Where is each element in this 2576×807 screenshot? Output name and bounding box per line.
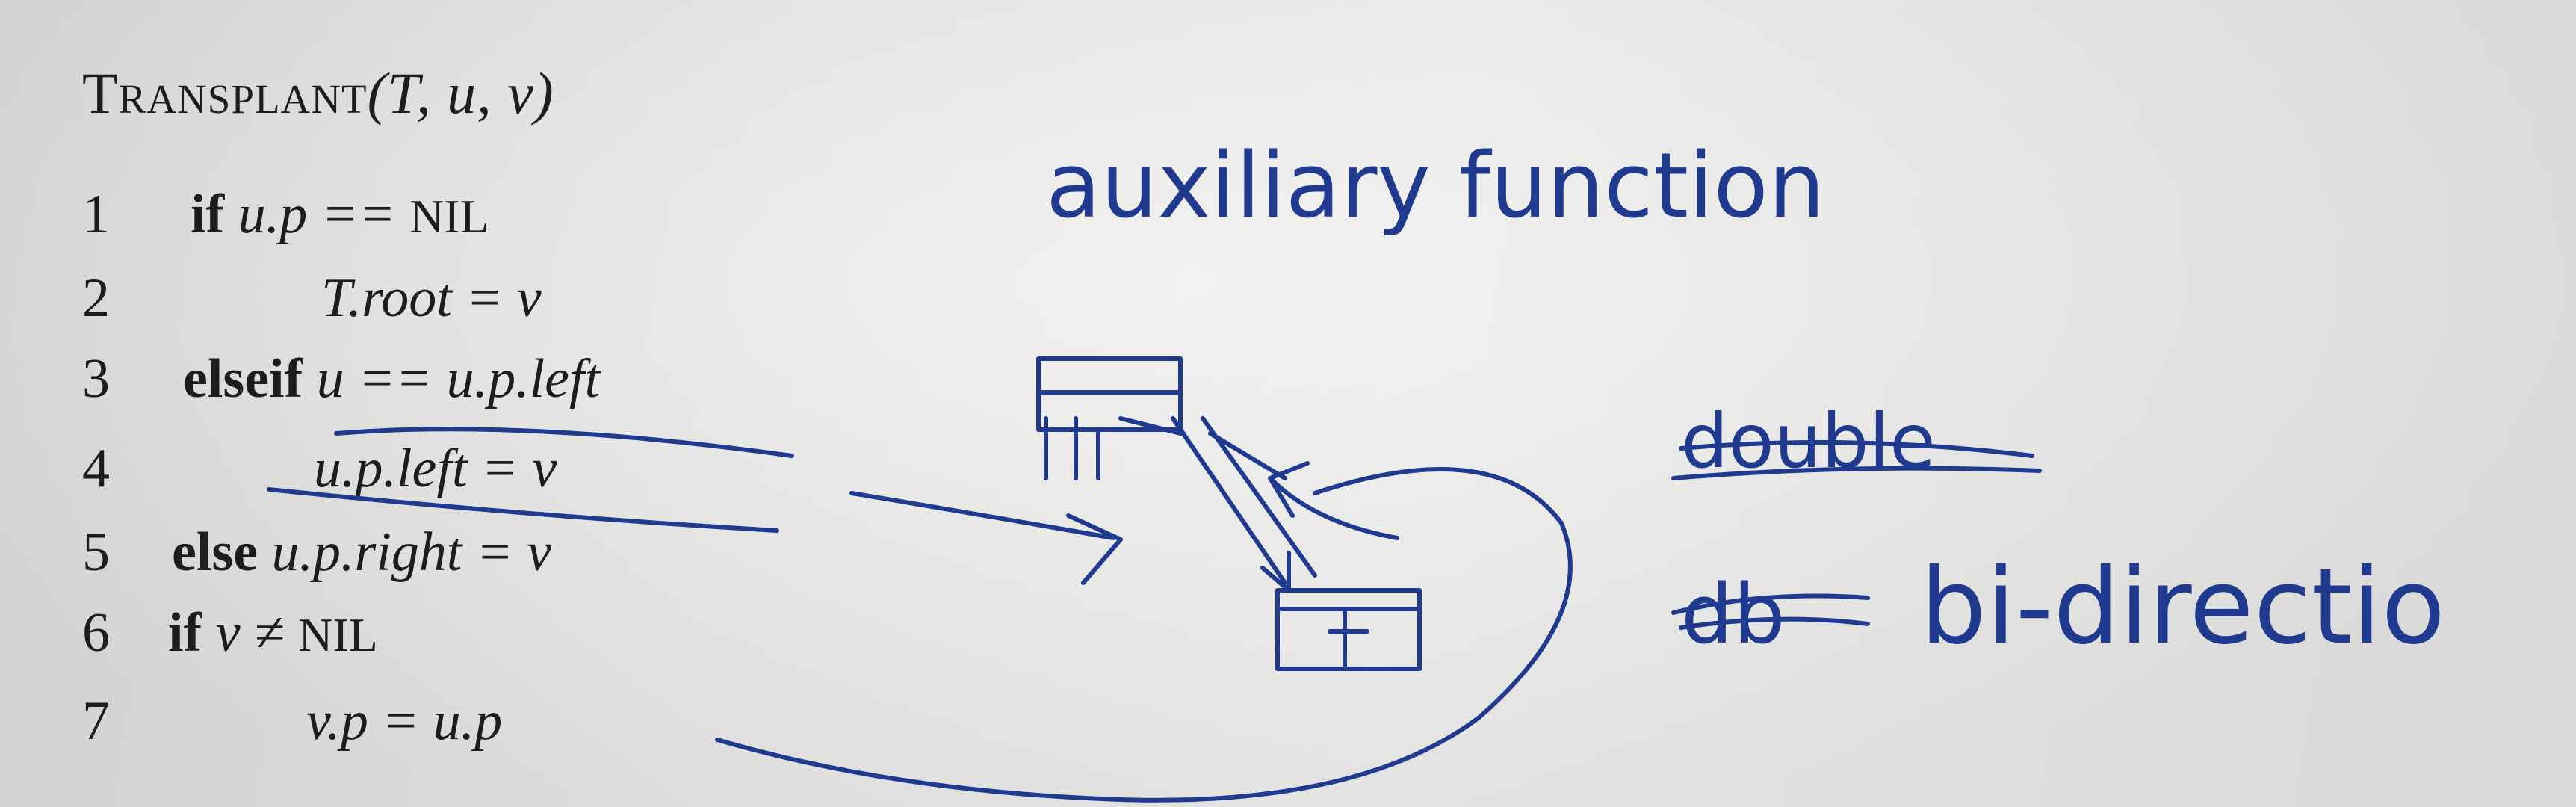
nil-constant: NIL	[298, 608, 378, 661]
underline-stroke	[334, 427, 794, 458]
strikethrough-stroke	[1679, 440, 2034, 458]
keyword: if	[168, 602, 202, 664]
handwritten-note-right: bi-directio	[1920, 546, 2445, 668]
arrow-stroke	[1171, 416, 1287, 585]
algorithm-params: (T, u, v)	[367, 61, 554, 126]
code-text: u.p.right = v	[271, 522, 552, 583]
code-text: v ≠	[215, 602, 299, 664]
line-number: 4	[82, 438, 110, 499]
strikethrough-stroke	[1671, 466, 2042, 480]
code-text: u.p ==	[238, 184, 410, 245]
loop-stroke	[715, 467, 1573, 803]
line-number: 2	[82, 268, 110, 329]
algorithm-name: Transplant	[82, 61, 368, 126]
underline-stroke	[267, 487, 779, 533]
line-number: 1	[82, 184, 110, 245]
keyword: if	[191, 184, 225, 245]
line-number: 5	[82, 522, 110, 583]
line-number: 7	[82, 690, 110, 752]
keyword: else	[172, 522, 258, 583]
keyword: elseif	[183, 348, 303, 409]
algorithm-title: Transplant(T, u, v)	[82, 60, 554, 127]
strikethrough-stroke	[1671, 593, 1870, 615]
line-number: 6	[82, 602, 110, 664]
arrow-stroke	[1201, 416, 1317, 578]
code-text: T.root = v	[321, 268, 542, 329]
arrowhead-stroke	[1268, 461, 1310, 518]
handwritten-note-top: auxiliary function	[1046, 134, 1825, 238]
line-number: 3	[82, 348, 110, 409]
arrow-stroke	[1268, 476, 1399, 540]
handwritten-crossed-word: double	[1681, 398, 1936, 485]
code-text: v.p = u.p	[306, 690, 503, 752]
node-box-lines	[1040, 390, 1183, 480]
arrow-stroke	[849, 491, 1115, 540]
code-text: u == u.p.left	[316, 348, 601, 409]
nil-constant: NIL	[409, 190, 489, 243]
handwritten-crossed-scribble: db	[1681, 566, 1786, 662]
strikethrough-stroke	[1679, 616, 1870, 630]
arrowhead-stroke	[1260, 551, 1291, 593]
arrow-stroke	[1208, 431, 1287, 480]
code-text: u.p.left = v	[314, 438, 557, 499]
node-box-lines	[1279, 607, 1418, 671]
arrowhead-stroke	[1066, 513, 1123, 585]
